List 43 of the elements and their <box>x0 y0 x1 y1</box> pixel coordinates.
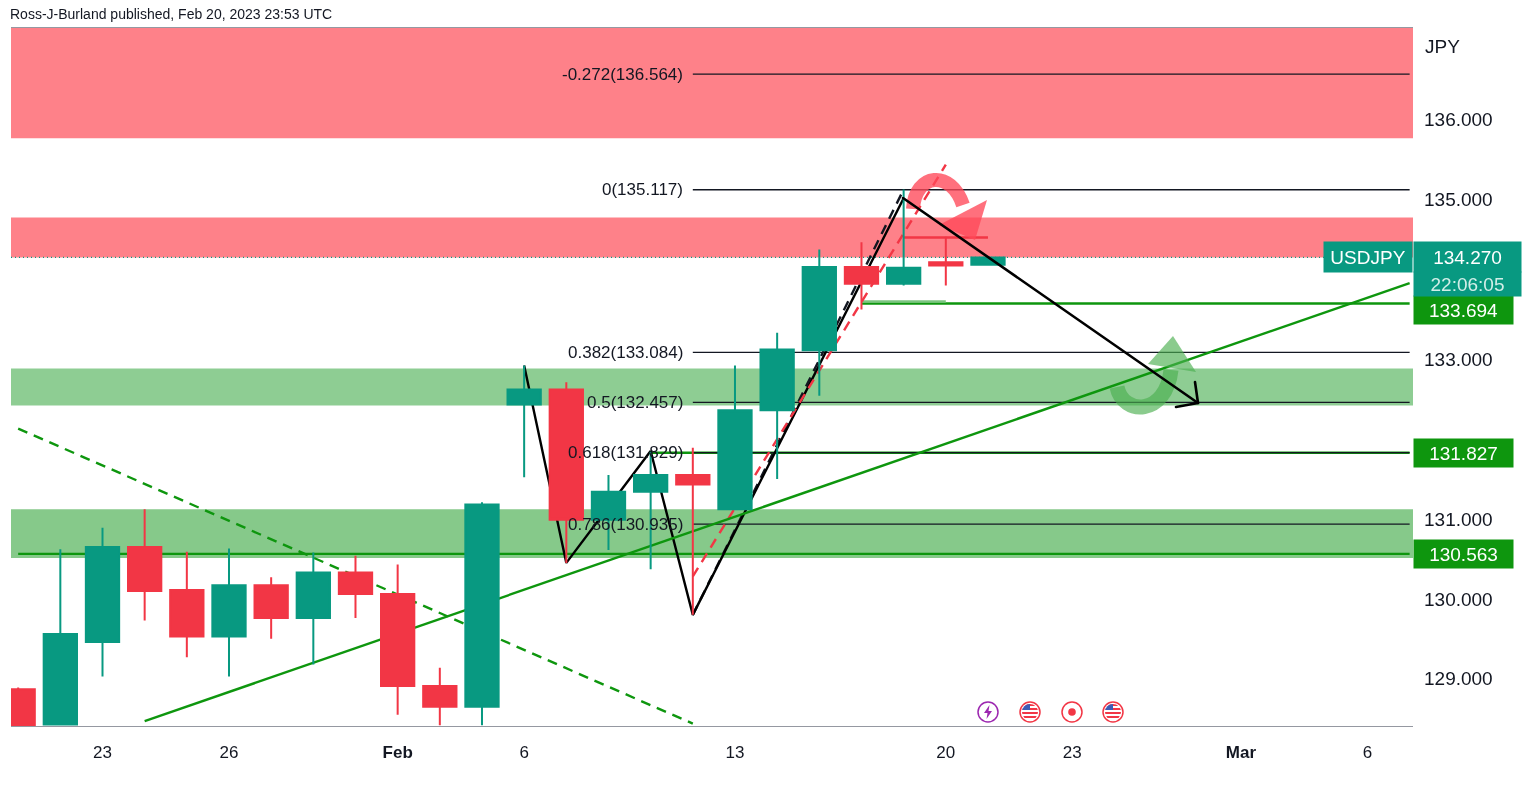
candlestick <box>464 501 500 726</box>
chart-title: Ross-J-Burland published, Feb 20, 2023 23:53 UTC <box>10 5 333 22</box>
y-tick-label: 130.000 <box>1424 588 1493 610</box>
y-axis-title: JPY <box>1425 36 1461 57</box>
candlestick <box>380 563 416 716</box>
candlestick <box>253 576 289 640</box>
candlestick <box>211 547 247 678</box>
candlestick <box>717 364 753 511</box>
candlestick <box>337 554 374 620</box>
x-tick-label: 26 <box>219 743 239 763</box>
candlestick <box>42 548 78 726</box>
text: USDJPY <box>1330 246 1406 268</box>
x-tick-label: 20 <box>936 743 956 763</box>
x-tick-label: 6 <box>1362 743 1373 763</box>
candlestick <box>801 248 837 397</box>
x-tick-label: Mar <box>1225 743 1257 763</box>
candlestick <box>169 550 205 659</box>
data-label: 133.694 <box>1428 299 1499 321</box>
y-tick-label: 133.000 <box>1424 348 1493 370</box>
data-label: 130.563 <box>1429 543 1498 565</box>
text: 22:06:05 <box>1430 273 1505 295</box>
x-tick-label: 23 <box>1062 743 1082 763</box>
y-tick-label: 136.000 <box>1424 108 1493 130</box>
candlestick <box>127 508 163 622</box>
candlestick <box>843 241 880 311</box>
ref-line-label: 134.270 <box>1433 246 1502 268</box>
candlestick <box>295 551 331 666</box>
y-tick-label: 131.000 <box>1424 508 1493 530</box>
series-label: -0.272(136.564) <box>562 65 683 84</box>
candlestick <box>422 666 458 726</box>
y-tick-label: 129.000 <box>1424 668 1493 690</box>
data-label: 131.827 <box>1429 442 1498 464</box>
candlestick <box>84 526 121 678</box>
y-tick-label: 135.000 <box>1424 188 1493 210</box>
candlestick <box>759 331 795 480</box>
candlestick <box>506 364 542 479</box>
x-tick-label: 13 <box>725 743 745 763</box>
x-tick-label: 23 <box>93 743 112 763</box>
series-label: 0(135.117) <box>602 180 683 199</box>
series-label: 0.382(133.084) <box>568 343 684 362</box>
candlestick <box>885 188 922 287</box>
x-tick-label: 6 <box>519 743 529 763</box>
x-tick-label: Feb <box>382 743 413 763</box>
